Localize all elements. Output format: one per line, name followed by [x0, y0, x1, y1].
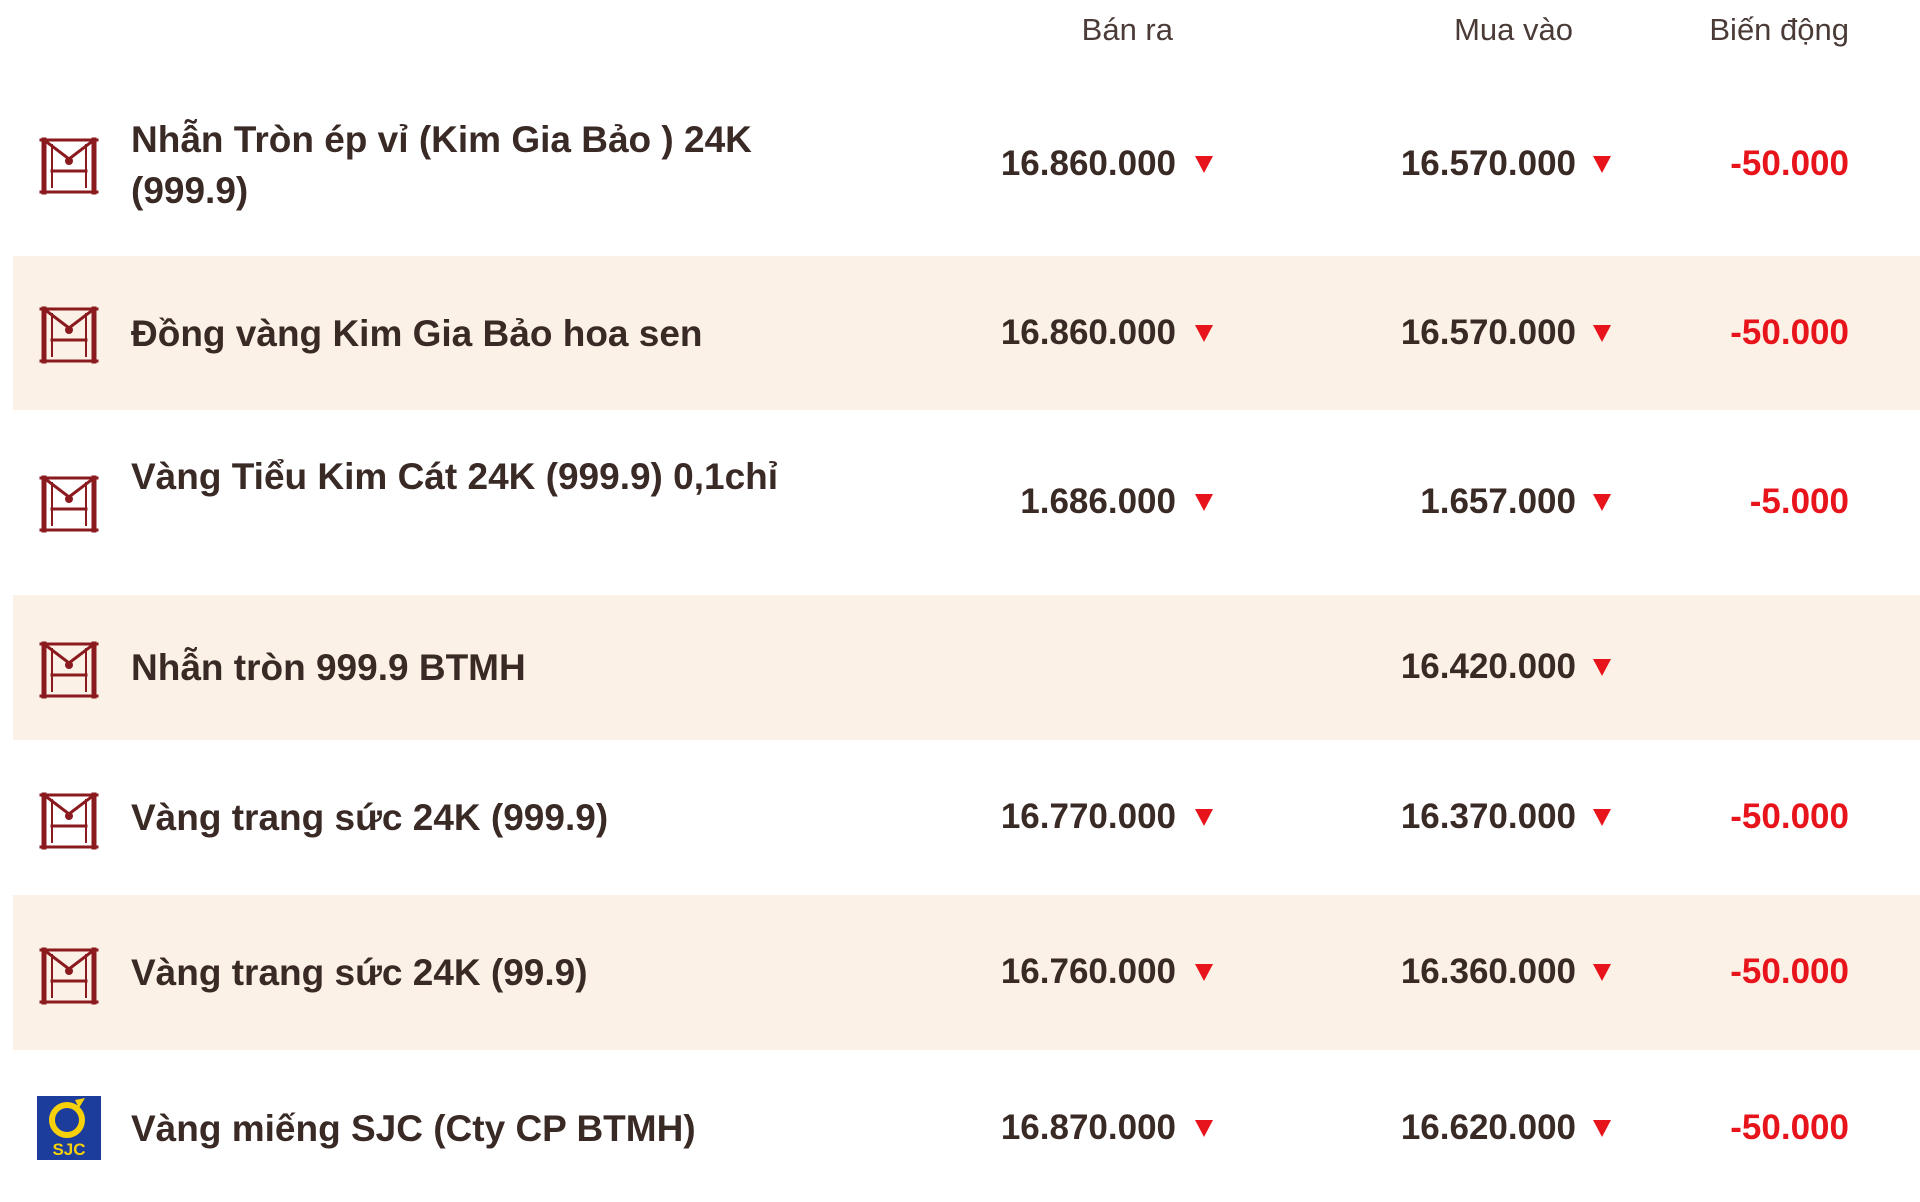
price-change: -50.000	[1730, 144, 1849, 183]
table-row: Vàng trang sức 24K (999.9) 16.770.000 16…	[13, 740, 1920, 895]
down-arrow-icon	[1593, 659, 1611, 676]
table-row: Vàng trang sức 24K (99.9) 16.760.000 16.…	[13, 895, 1920, 1050]
price-change: -50.000	[1730, 313, 1849, 352]
price-table-header: Bán ra Mua vào Biến động	[0, 0, 1920, 60]
down-arrow-icon	[1593, 1120, 1611, 1137]
table-row: Nhẫn tròn 999.9 BTMH 16.420.000	[13, 595, 1920, 740]
product-name: Đồng vàng Kim Gia Bảo hoa sen	[131, 313, 703, 354]
buy-price: 16.360.000	[1400, 952, 1576, 991]
down-arrow-icon	[1195, 1120, 1213, 1137]
product-name: Vàng trang sức 24K (999.9)	[131, 797, 609, 838]
table-row: SJC Vàng miếng SJC (Cty CP BTMH) 16.870.…	[13, 1050, 1920, 1202]
btmh-logo-icon	[35, 300, 103, 368]
down-arrow-icon	[1195, 809, 1213, 826]
btmh-logo-icon	[35, 131, 103, 199]
sell-price: 16.860.000	[1000, 313, 1176, 352]
down-arrow-icon	[1593, 494, 1611, 511]
change-column-header: Biến động	[1709, 12, 1849, 47]
product-name: Vàng miếng SJC (Cty CP BTMH)	[131, 1108, 696, 1149]
product-name: Nhẫn tròn 999.9 BTMH	[131, 647, 526, 688]
btmh-logo-icon	[35, 786, 103, 854]
svg-text:SJC: SJC	[52, 1140, 85, 1159]
table-row: Vàng Tiểu Kim Cát 24K (999.9) 0,1chỉ 1.6…	[13, 410, 1920, 595]
product-name: Vàng Tiểu Kim Cát 24K (999.9) 0,1chỉ	[131, 456, 779, 497]
buy-price: 16.370.000	[1400, 797, 1576, 836]
price-change: -5.000	[1749, 482, 1849, 521]
buy-price: 16.420.000	[1400, 647, 1576, 686]
down-arrow-icon	[1593, 809, 1611, 826]
buy-price: 16.620.000	[1400, 1108, 1576, 1147]
down-arrow-icon	[1195, 156, 1213, 173]
product-name: Vàng trang sức 24K (99.9)	[131, 952, 588, 993]
sell-price: 16.860.000	[1000, 144, 1176, 183]
sell-price: 16.870.000	[1000, 1108, 1176, 1147]
sell-price: 16.760.000	[1000, 952, 1176, 991]
btmh-logo-icon	[35, 941, 103, 1009]
buy-price: 16.570.000	[1400, 144, 1576, 183]
btmh-logo-icon	[35, 635, 103, 703]
sell-price: 16.770.000	[1000, 797, 1176, 836]
down-arrow-icon	[1593, 964, 1611, 981]
table-row: Nhẫn Tròn ép vỉ (Kim Gia Bảo ) 24K (999.…	[13, 60, 1920, 256]
sell-price: 1.686.000	[1020, 482, 1176, 521]
down-arrow-icon	[1593, 325, 1611, 342]
down-arrow-icon	[1195, 494, 1213, 511]
sell-column-header: Bán ra	[1081, 12, 1173, 47]
price-change: -50.000	[1730, 952, 1849, 991]
product-name: Nhẫn Tròn ép vỉ (Kim Gia Bảo ) 24K (999.…	[131, 119, 752, 211]
down-arrow-icon	[1195, 964, 1213, 981]
buy-column-header: Mua vào	[1454, 12, 1573, 47]
table-row: Đồng vàng Kim Gia Bảo hoa sen 16.860.000…	[13, 256, 1920, 410]
buy-price: 1.657.000	[1420, 482, 1576, 521]
down-arrow-icon	[1593, 156, 1611, 173]
price-change: -50.000	[1730, 1108, 1849, 1147]
down-arrow-icon	[1195, 325, 1213, 342]
btmh-logo-icon	[35, 469, 103, 537]
price-change: -50.000	[1730, 797, 1849, 836]
buy-price: 16.570.000	[1400, 313, 1576, 352]
sjc-logo-icon: SJC	[35, 1094, 103, 1162]
